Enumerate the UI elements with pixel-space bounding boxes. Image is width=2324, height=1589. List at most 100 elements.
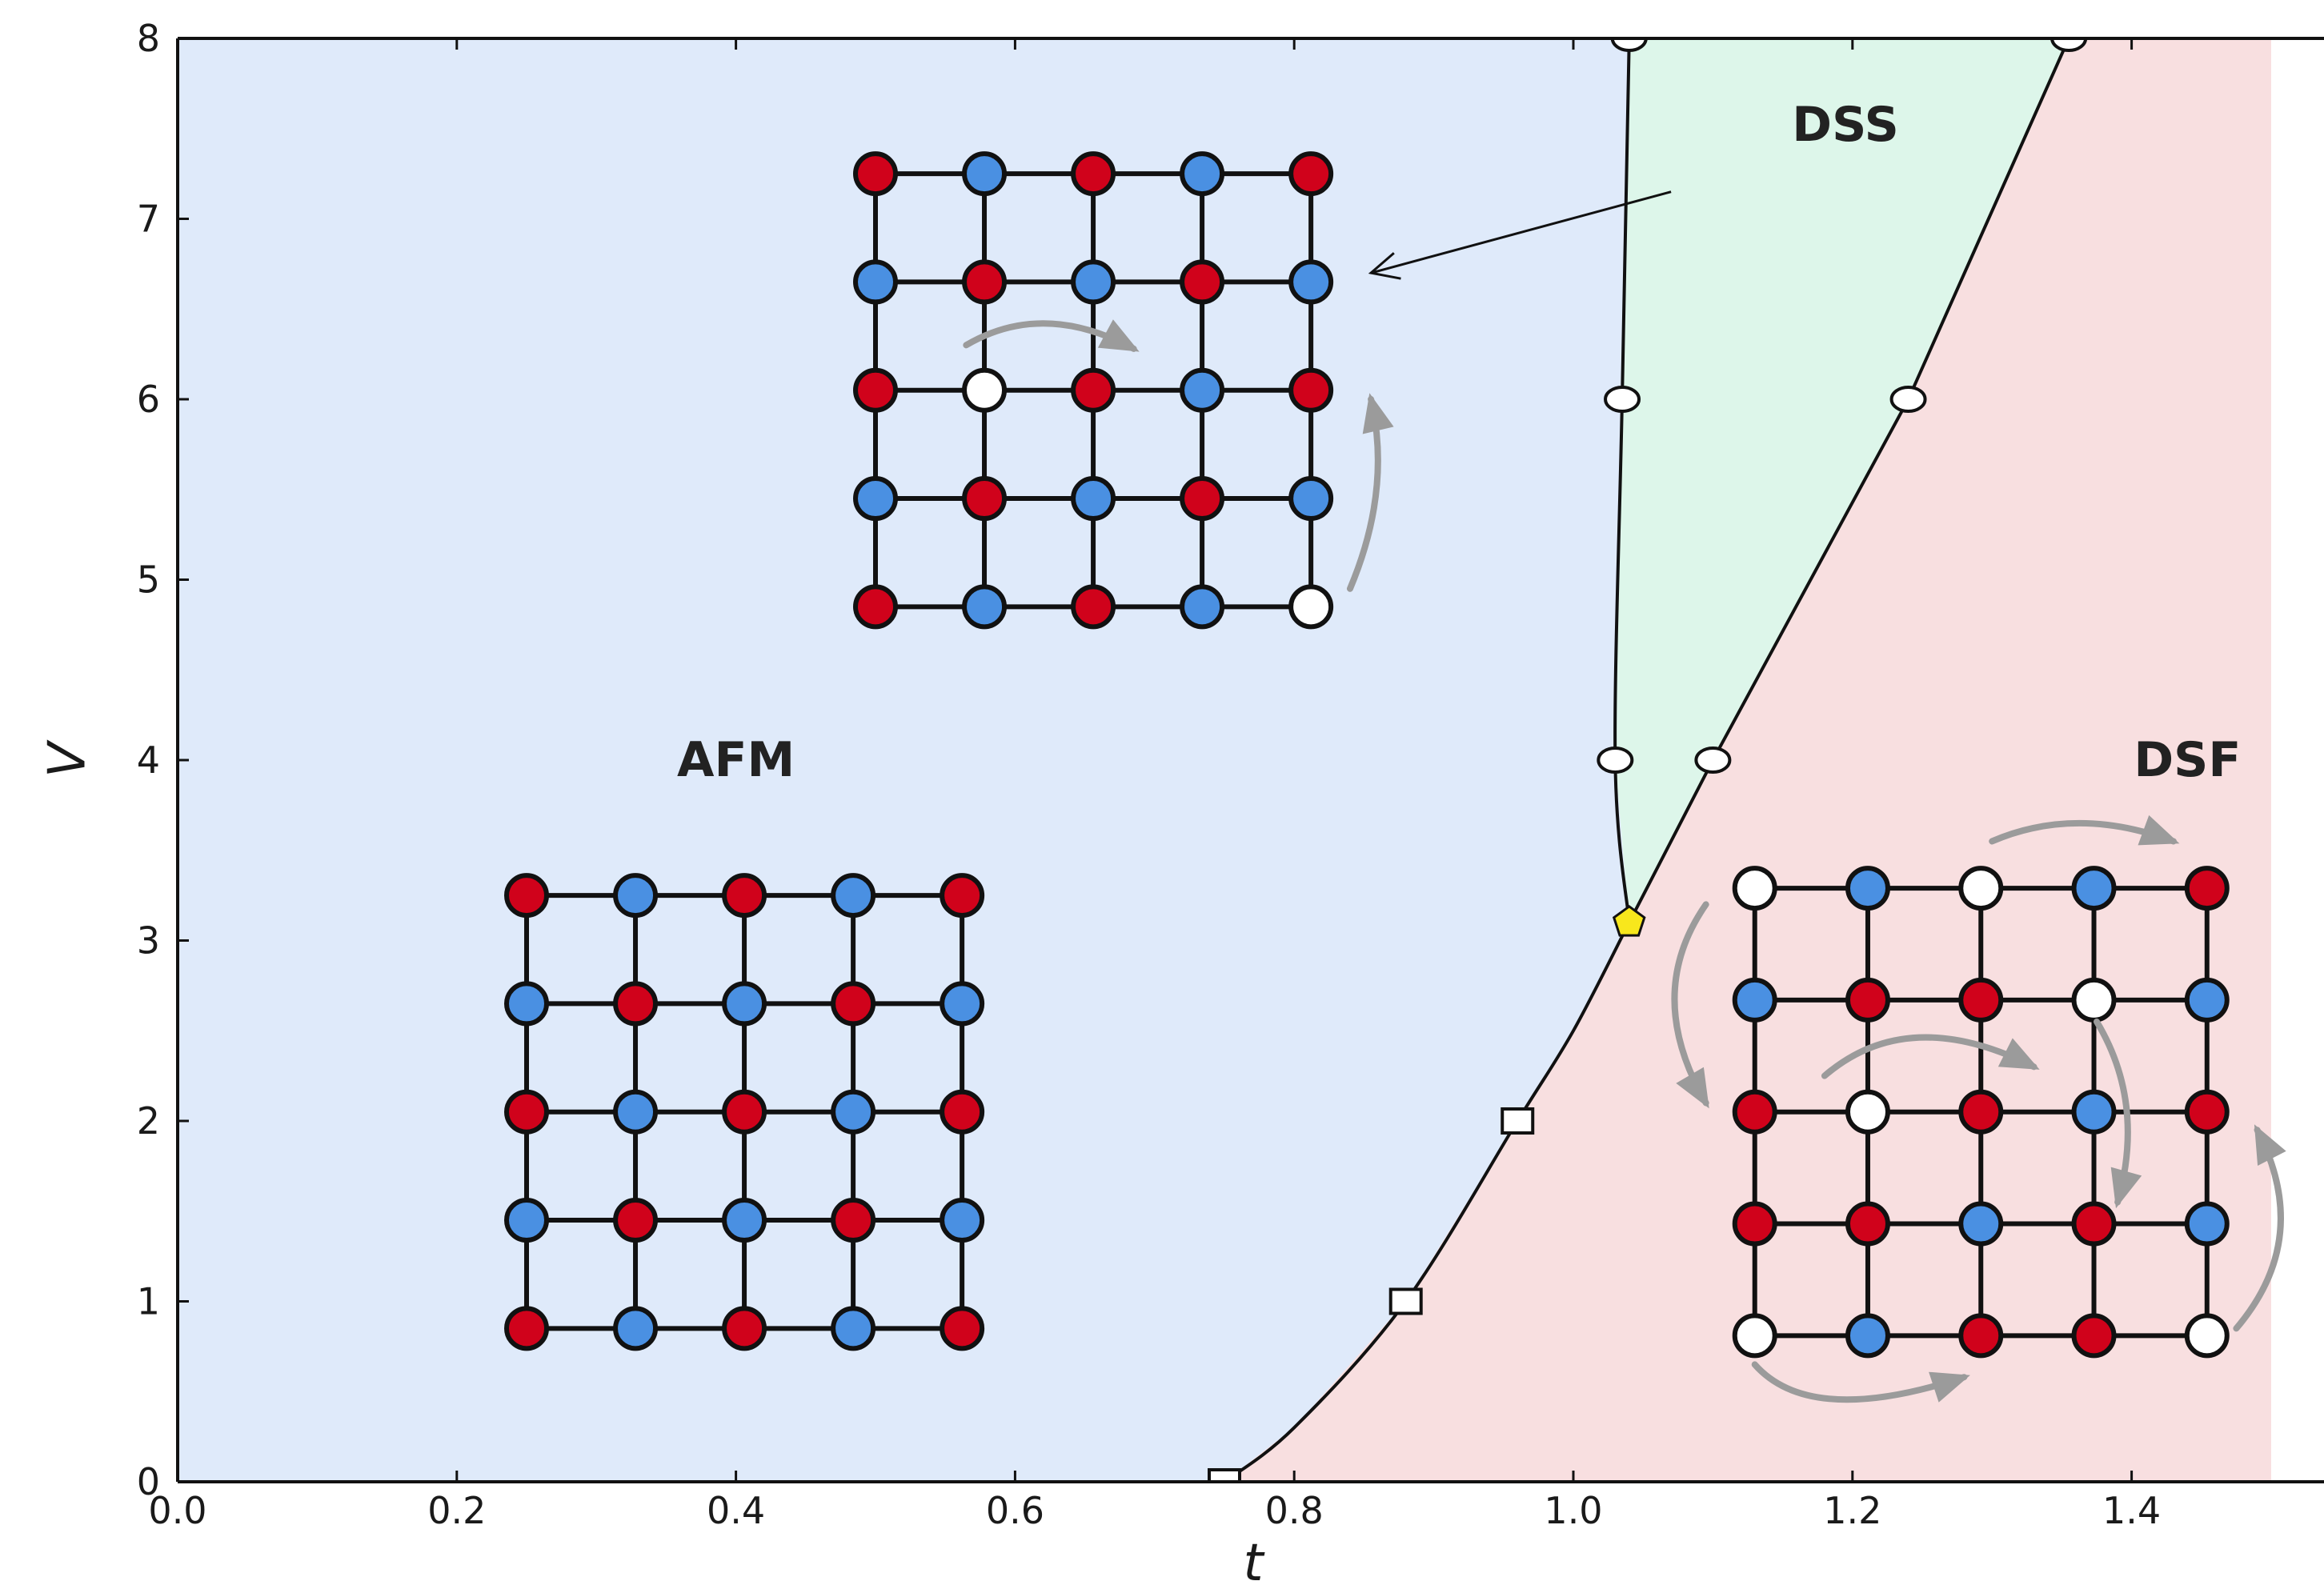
circle-marker-2 bbox=[1605, 387, 1639, 411]
lattice-dss-site-1-0 bbox=[855, 262, 896, 302]
lattice-dss-site-1-2 bbox=[1073, 262, 1113, 302]
lattice-dsf-site-3-0 bbox=[1735, 1204, 1775, 1244]
lattice-dss-site-3-3 bbox=[1182, 478, 1222, 518]
y-tick-label-7: 7 bbox=[137, 198, 160, 241]
lattice-dsf-site-0-2 bbox=[1961, 868, 2001, 908]
circle-marker-3 bbox=[1892, 387, 1925, 411]
lattice-afm-site-3-2 bbox=[724, 1200, 764, 1240]
lattice-afm-site-0-2 bbox=[724, 875, 764, 915]
lattice-afm-site-4-1 bbox=[615, 1308, 655, 1348]
x-tick-label-4: 0.8 bbox=[1265, 1489, 1324, 1532]
x-tick-label-2: 0.4 bbox=[707, 1489, 765, 1532]
lattice-dsf-site-3-1 bbox=[1848, 1204, 1888, 1244]
lattice-afm-site-2-3 bbox=[833, 1092, 873, 1132]
lattice-dsf-site-4-3 bbox=[2074, 1315, 2114, 1355]
lattice-dsf-site-2-0 bbox=[1735, 1092, 1775, 1132]
lattice-afm-site-4-3 bbox=[833, 1308, 873, 1348]
lattice-afm-site-3-4 bbox=[942, 1200, 982, 1240]
x-tick-label-6: 1.2 bbox=[1823, 1489, 1881, 1532]
lattice-afm-site-2-0 bbox=[507, 1092, 547, 1132]
lattice-dsf-site-0-4 bbox=[2187, 868, 2227, 908]
lattice-dss-site-1-4 bbox=[1291, 262, 1331, 302]
lattice-afm-site-4-4 bbox=[942, 1308, 982, 1348]
lattice-afm-site-2-2 bbox=[724, 1092, 764, 1132]
lattice-afm-site-0-4 bbox=[942, 875, 982, 915]
lattice-afm-site-4-2 bbox=[724, 1308, 764, 1348]
lattice-dsf-site-4-0 bbox=[1735, 1315, 1775, 1355]
lattice-dsf-site-4-2 bbox=[1961, 1315, 2001, 1355]
lattice-dsf-site-1-4 bbox=[2187, 980, 2227, 1020]
lattice-dss-site-3-1 bbox=[964, 478, 1004, 518]
lattice-dsf-site-0-0 bbox=[1735, 868, 1775, 908]
lattice-afm-site-1-4 bbox=[942, 983, 982, 1023]
lattice-dss-site-0-4 bbox=[1291, 154, 1331, 194]
region-label-dsf: DSF bbox=[2134, 732, 2241, 788]
lattice-dsf-site-2-1 bbox=[1848, 1092, 1888, 1132]
lattice-dss-site-2-2 bbox=[1073, 370, 1113, 410]
y-tick-label-6: 6 bbox=[137, 378, 160, 421]
lattice-dss-site-3-2 bbox=[1073, 478, 1113, 518]
lattice-dsf-site-4-4 bbox=[2187, 1315, 2227, 1355]
x-tick-label-1: 0.2 bbox=[427, 1489, 486, 1532]
circle-marker-0 bbox=[1598, 748, 1632, 772]
region-label-afm: AFM bbox=[677, 732, 795, 788]
circle-marker-1 bbox=[1696, 748, 1729, 772]
y-tick-label-2: 2 bbox=[137, 1099, 160, 1143]
lattice-dss-site-2-1 bbox=[964, 370, 1004, 410]
lattice-dss-site-2-3 bbox=[1182, 370, 1222, 410]
lattice-dss-site-2-0 bbox=[855, 370, 896, 410]
lattice-dss-site-0-0 bbox=[855, 154, 896, 194]
lattice-dsf-site-3-4 bbox=[2187, 1204, 2227, 1244]
lattice-afm-site-0-1 bbox=[615, 875, 655, 915]
x-tick-label-5: 1.0 bbox=[1544, 1489, 1602, 1532]
lattice-dss-site-4-2 bbox=[1073, 586, 1113, 626]
region-label-dss: DSS bbox=[1792, 97, 1899, 153]
lattice-dss-site-4-1 bbox=[964, 586, 1004, 626]
lattice-afm-site-1-2 bbox=[724, 983, 764, 1023]
lattice-afm-site-3-3 bbox=[833, 1200, 873, 1240]
lattice-dsf-site-2-3 bbox=[2074, 1092, 2114, 1132]
lattice-dsf-site-2-2 bbox=[1961, 1092, 2001, 1132]
lattice-afm-site-1-0 bbox=[507, 983, 547, 1023]
lattice-afm-site-2-4 bbox=[942, 1092, 982, 1132]
lattice-dsf-site-0-3 bbox=[2074, 868, 2114, 908]
lattice-afm-site-3-0 bbox=[507, 1200, 547, 1240]
lattice-afm-site-1-3 bbox=[833, 983, 873, 1023]
lattice-dss-site-0-1 bbox=[964, 154, 1004, 194]
plot-area bbox=[178, 26, 2286, 1494]
lattice-dsf-site-1-1 bbox=[1848, 980, 1888, 1020]
y-tick-label-4: 4 bbox=[137, 738, 160, 782]
square-marker-1 bbox=[1391, 1290, 1421, 1314]
y-tick-label-8: 8 bbox=[137, 17, 160, 60]
lattice-dsf-site-3-2 bbox=[1961, 1204, 2001, 1244]
lattice-dss-site-1-1 bbox=[964, 262, 1004, 302]
lattice-afm-site-1-1 bbox=[615, 983, 655, 1023]
y-tick-label-0: 0 bbox=[137, 1460, 160, 1503]
x-tick-label-7: 1.4 bbox=[2102, 1489, 2161, 1532]
lattice-dss-site-4-4 bbox=[1291, 586, 1331, 626]
lattice-dsf-site-3-3 bbox=[2074, 1204, 2114, 1244]
lattice-dsf-site-2-4 bbox=[2187, 1092, 2227, 1132]
lattice-afm-site-0-0 bbox=[507, 875, 547, 915]
lattice-afm-site-3-1 bbox=[615, 1200, 655, 1240]
lattice-dss-site-3-4 bbox=[1291, 478, 1331, 518]
lattice-afm-site-2-1 bbox=[615, 1092, 655, 1132]
lattice-dsf-site-1-3 bbox=[2074, 980, 2114, 1020]
lattice-dsf-site-0-1 bbox=[1848, 868, 1888, 908]
lattice-dss-site-0-3 bbox=[1182, 154, 1222, 194]
x-tick-label-3: 0.6 bbox=[986, 1489, 1044, 1532]
x-axis-label: t bbox=[1243, 1534, 1265, 1589]
square-marker-2 bbox=[1502, 1109, 1533, 1133]
lattice-dss-site-2-4 bbox=[1291, 370, 1331, 410]
lattice-dss-site-4-3 bbox=[1182, 586, 1222, 626]
lattice-dsf-site-1-2 bbox=[1961, 980, 2001, 1020]
y-axis-label: V bbox=[38, 739, 98, 778]
y-tick-label-3: 3 bbox=[137, 919, 160, 963]
lattice-dss-site-1-3 bbox=[1182, 262, 1222, 302]
lattice-dss-site-0-2 bbox=[1073, 154, 1113, 194]
lattice-dsf-site-1-0 bbox=[1735, 980, 1775, 1020]
lattice-dss-site-3-0 bbox=[855, 478, 896, 518]
y-tick-label-5: 5 bbox=[137, 558, 160, 602]
lattice-dsf-site-4-1 bbox=[1848, 1315, 1888, 1355]
